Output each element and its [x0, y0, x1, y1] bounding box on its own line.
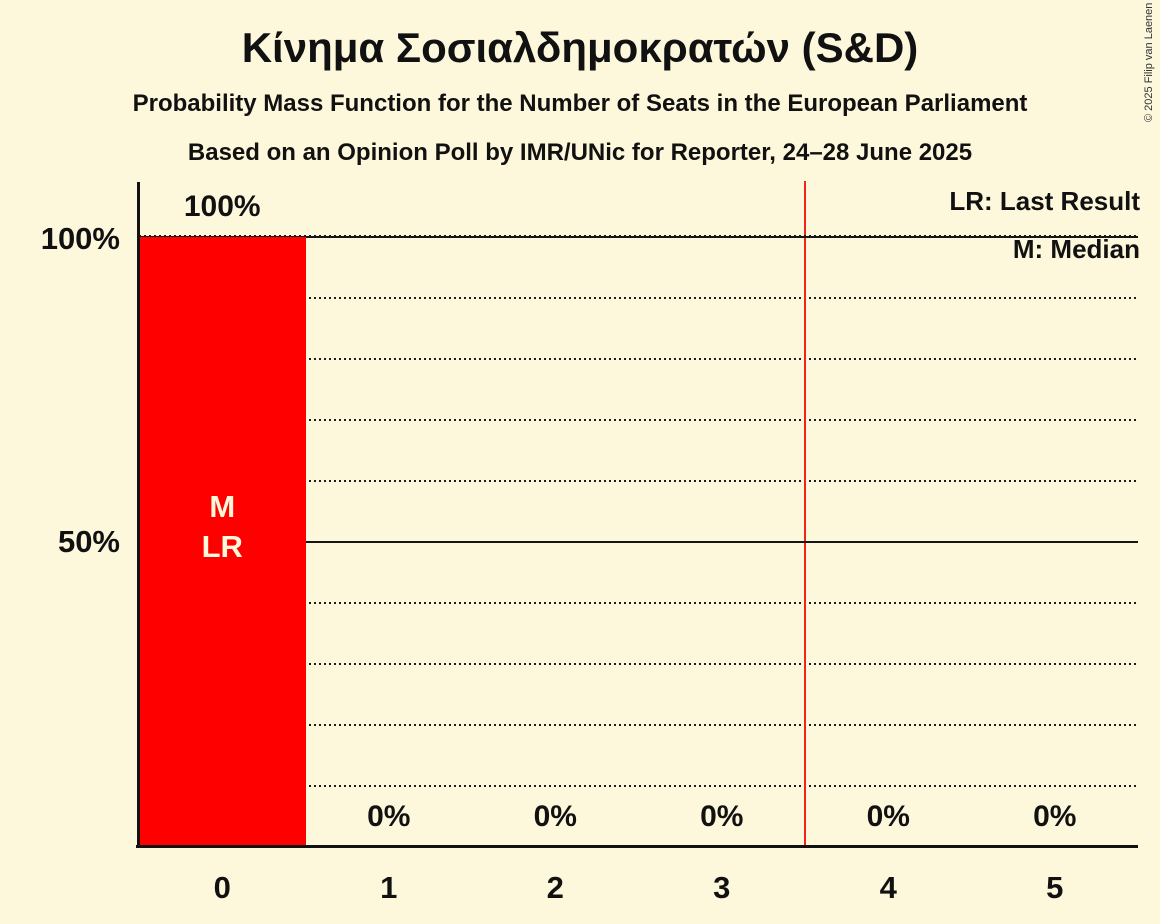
- legend-median-label: M: Median: [1012, 234, 1140, 264]
- gridline-80pct: [139, 358, 1138, 360]
- annotation-line: LR: [201, 529, 243, 564]
- y-axis-label-100: 100%: [40, 221, 120, 256]
- bar-value-label-4: 0%: [866, 800, 910, 833]
- gridline-40pct: [139, 602, 1138, 604]
- gridline-100pct-overlay: [139, 235, 1138, 237]
- gridline-60pct: [139, 480, 1138, 482]
- gridline-100pct: [139, 236, 1138, 238]
- plot-area: 100% 0% 0% 0% 0% 0% M LR: [139, 181, 1138, 848]
- gridline-50pct: [139, 541, 1138, 543]
- bar-value-label-0: 100%: [183, 190, 261, 223]
- x-axis-tick-labels: 0 1 2 3 4 5: [139, 868, 1138, 908]
- gridline-30pct: [139, 663, 1138, 665]
- y-axis-label-50: 50%: [57, 524, 120, 559]
- gridline-90pct: [139, 297, 1138, 299]
- chart-subtitle: Probability Mass Function for the Number…: [132, 90, 1028, 117]
- x-tick-label-5: 5: [1046, 870, 1064, 905]
- x-tick-label-0: 0: [213, 870, 231, 905]
- median-last-result-annotation: M LR: [139, 487, 306, 567]
- bar-value-label-2: 0%: [533, 800, 577, 833]
- x-tick-label-2: 2: [546, 870, 564, 905]
- x-axis-line: [136, 845, 1138, 848]
- gridline-20pct: [139, 724, 1138, 726]
- copyright-notice: © 2025 Filip van Laenen: [1143, 2, 1155, 122]
- x-tick-label-4: 4: [879, 870, 897, 905]
- legend-last-result-label: LR: Last Result: [949, 186, 1140, 216]
- page-title: Κίνημα Σοσιαλδημοκρατών (S&D): [241, 24, 919, 71]
- bar-value-label-1: 0%: [367, 800, 411, 833]
- x-tick-label-1: 1: [380, 870, 398, 905]
- x-tick-label-3: 3: [713, 870, 731, 905]
- gridline-70pct: [139, 419, 1138, 421]
- poll-source-subtitle: Based on an Opinion Poll by IMR/UNic for…: [187, 139, 973, 166]
- y-axis-line: [137, 182, 140, 848]
- pmf-bar-0: [139, 237, 306, 847]
- gridline-10pct: [139, 785, 1138, 787]
- annotation-line: M: [209, 489, 236, 524]
- bar-value-label-3: 0%: [700, 800, 744, 833]
- last-result-divider-line: [804, 181, 806, 848]
- bar-value-label-5: 0%: [1033, 800, 1077, 833]
